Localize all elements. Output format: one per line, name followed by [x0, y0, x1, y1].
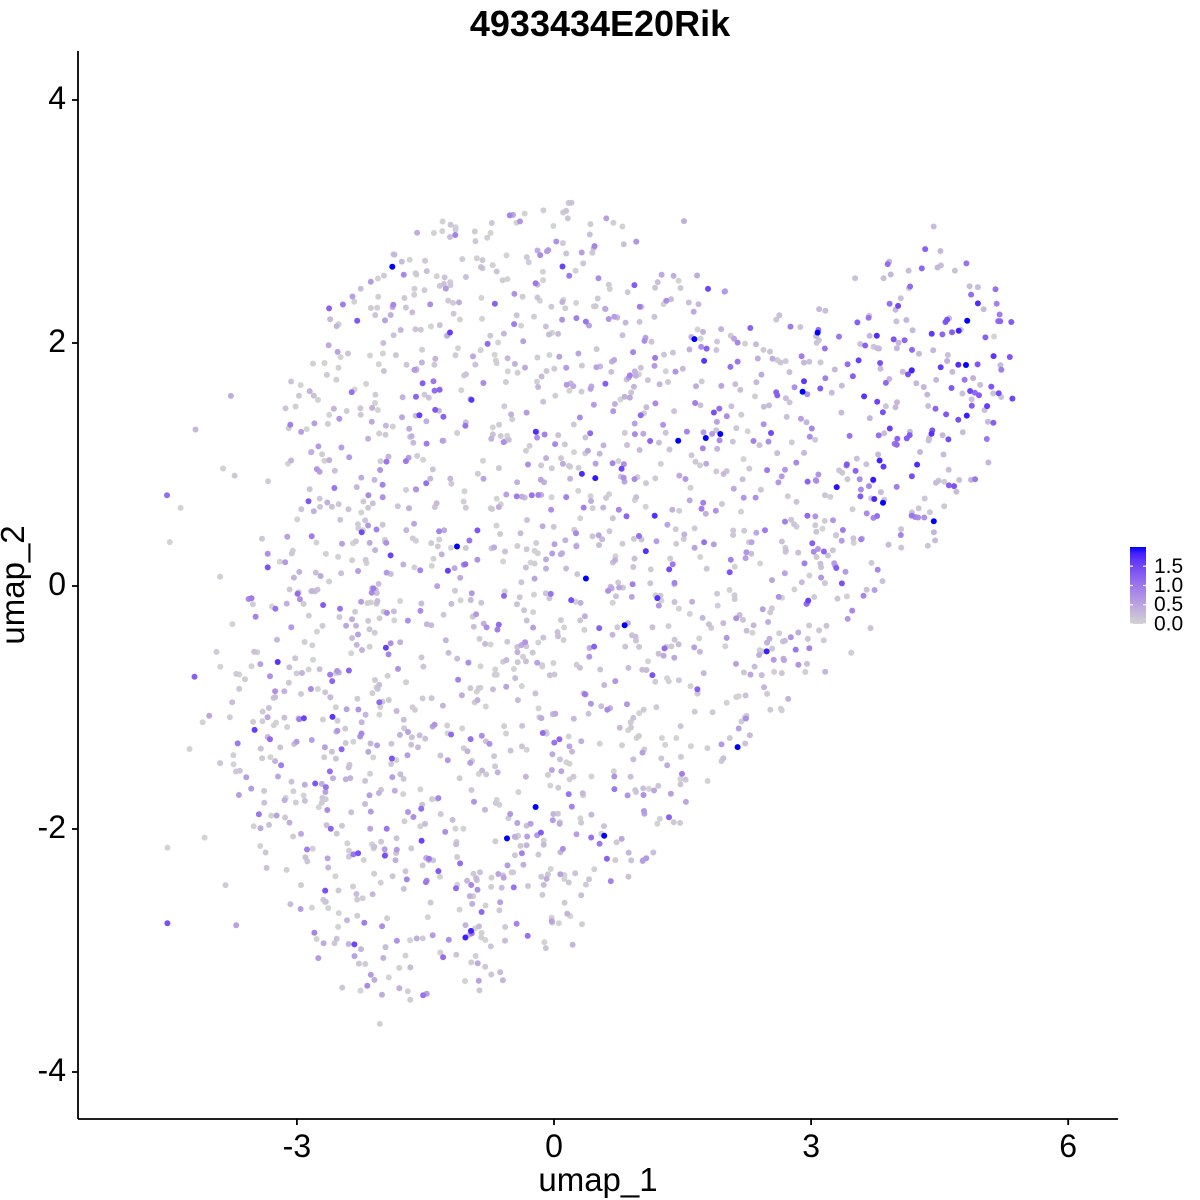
svg-text:2: 2	[48, 323, 66, 359]
svg-text:6: 6	[1059, 1128, 1077, 1164]
svg-text:-2: -2	[38, 809, 66, 845]
svg-text:0.0: 0.0	[1154, 613, 1183, 636]
svg-text:umap_1: umap_1	[538, 1161, 657, 1198]
svg-text:3: 3	[802, 1128, 820, 1164]
svg-text:-3: -3	[283, 1128, 311, 1164]
svg-text:0: 0	[545, 1128, 563, 1164]
svg-text:umap_2: umap_2	[0, 525, 31, 644]
svg-text:-4: -4	[38, 1052, 66, 1088]
svg-text:4: 4	[48, 80, 66, 116]
svg-text:0: 0	[48, 566, 66, 602]
